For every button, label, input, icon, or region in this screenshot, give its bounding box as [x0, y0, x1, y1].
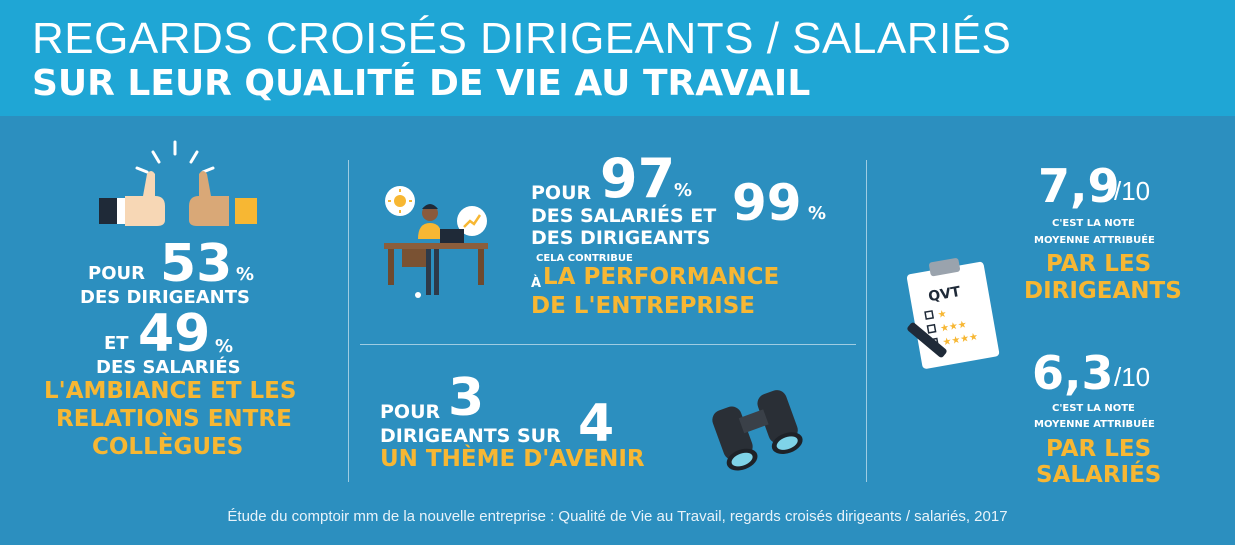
title-line-1: REGARDS CROISÉS DIRIGEANTS / SALARIÉS [32, 14, 1012, 63]
clipboard-label: QVT [927, 284, 962, 305]
header-banner: REGARDS CROISÉS DIRIGEANTS / SALARIÉS SU… [0, 0, 1235, 116]
score-den-1: /10 [1114, 176, 1151, 206]
left-pct-sign-1: % [236, 264, 255, 285]
left-pct-sign-2: % [215, 336, 234, 357]
by-dirigeants-line-1: PAR LES [1046, 251, 1152, 277]
left-pour: POUR [88, 263, 145, 284]
left-label-salaries: DES SALARIÉS [96, 357, 241, 378]
clipboard-icon: QVT ★ ★★★ ★★★★ [906, 258, 1000, 369]
source-footnote: Étude du comptoir mm de la nouvelle entr… [227, 508, 1008, 525]
mid-line-2: DES DIRIGEANTS [531, 227, 711, 249]
score-den-2: /10 [1114, 362, 1151, 392]
note-line-2a: MOYENNE ATTRIBUÉE [1034, 235, 1155, 246]
left-theme-line-3: COLLÈGUES [92, 434, 244, 460]
mid-pct-salaries: 97 [600, 147, 676, 210]
mid-a: À [531, 276, 542, 291]
chart-icon [457, 206, 487, 236]
score-salaries: 6,3 [1032, 346, 1114, 400]
note-line-1a: C'EST LA NOTE [1052, 218, 1135, 229]
score-dirigeants: 7,9 [1038, 159, 1120, 213]
note-line-1b: C'EST LA NOTE [1052, 403, 1135, 414]
by-salaries-line-2: SALARIÉS [1036, 462, 1162, 488]
svg-text:★: ★ [937, 309, 948, 321]
left-pct-dirigeants: 53 [160, 234, 233, 294]
mid-pct-sign-1: % [674, 180, 693, 201]
pen-icon [907, 322, 947, 358]
mid-pct-sign-2: % [808, 203, 827, 224]
divider-left [348, 160, 349, 482]
left-theme-line-2: RELATIONS ENTRE [56, 406, 292, 432]
sun-icon [385, 186, 415, 216]
left-et: ET [104, 333, 129, 354]
mid-bottom-line: DIRIGEANTS SUR [380, 425, 561, 447]
mid-pct-dirigeants: 99 [732, 174, 802, 232]
mid-perf-line-2: DE L'ENTREPRISE [531, 293, 755, 319]
divider-right [866, 160, 867, 482]
mid-bottom-pour: POUR [380, 401, 441, 423]
mid-bottom-theme: UN THÈME D'AVENIR [380, 446, 645, 472]
mid-bottom-num-1: 3 [448, 368, 485, 428]
title-line-2: SUR LEUR QUALITÉ DE VIE AU TRAVAIL [32, 63, 811, 104]
mid-pour: POUR [531, 182, 592, 204]
left-pct-salaries: 49 [138, 304, 211, 364]
thumbs-up-icon [99, 140, 257, 226]
mid-line-1: DES SALARIÉS ET [531, 205, 717, 227]
left-label-dirigeants: DES DIRIGEANTS [80, 287, 250, 308]
binoculars-icon [712, 390, 803, 471]
divider-middle [360, 344, 856, 345]
mid-bottom-num-2: 4 [578, 394, 615, 454]
by-salaries-line-1: PAR LES [1046, 436, 1152, 462]
by-dirigeants-line-2: DIRIGEANTS [1024, 278, 1182, 304]
person-at-desk-icon [384, 186, 488, 298]
svg-text:★★★: ★★★ [939, 319, 967, 335]
note-line-2b: MOYENNE ATTRIBUÉE [1034, 419, 1155, 430]
mid-contribue: CELA CONTRIBUE [536, 253, 633, 264]
mid-perf-line-1: LA PERFORMANCE [543, 264, 780, 290]
left-theme-line-1: L'AMBIANCE ET LES [44, 378, 297, 404]
